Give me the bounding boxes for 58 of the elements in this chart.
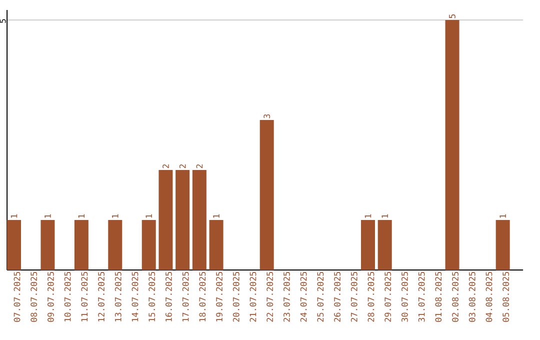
x-tick-label: 01.08.2025	[435, 272, 442, 322]
bar	[260, 120, 274, 270]
x-tick-label: 14.07.2025	[132, 272, 138, 322]
data-label: 5	[449, 14, 456, 18]
bar	[378, 220, 392, 270]
x-tick-label: 28.07.2025	[368, 272, 374, 322]
data-label: 2	[179, 164, 186, 168]
x-tick-label: 20.07.2025	[232, 272, 240, 322]
x-tick-label: 27.07.2025	[350, 272, 358, 322]
bar	[74, 220, 88, 270]
x-tick-label: 05.08.2025	[502, 272, 510, 322]
x-tick-label: 11.07.2025	[81, 272, 88, 322]
bar	[192, 170, 206, 270]
x-tick-label: 26.07.2025	[334, 272, 340, 322]
bar	[142, 220, 156, 270]
data-label: 1	[10, 214, 18, 218]
x-tick-label: 15.07.2025	[148, 272, 156, 322]
bar	[360, 220, 375, 270]
x-tick-label: 25.07.2025	[317, 272, 324, 322]
x-tick-label: 17.07.2025	[182, 272, 189, 322]
x-tick-label: 30.07.2025	[401, 272, 408, 322]
bar	[209, 220, 224, 270]
x-tick-label: 07.07.2025	[14, 272, 20, 322]
data-label: 1	[382, 214, 388, 218]
bar	[176, 170, 190, 270]
data-label: 1	[213, 214, 220, 218]
data-label: 1	[500, 214, 506, 218]
data-label: 1	[112, 214, 118, 218]
x-tick-label: 23.07.2025	[283, 272, 290, 322]
x-tick-label: 08.07.2025	[30, 272, 38, 322]
x-tick-label: 18.07.2025	[199, 272, 206, 322]
x-tick-label: 12.07.2025	[98, 272, 105, 322]
bar	[496, 220, 510, 270]
bar	[7, 220, 22, 270]
x-tick-label: 04.08.2025	[486, 272, 492, 322]
bar	[108, 220, 122, 270]
x-tick-label: 19.07.2025	[216, 272, 222, 322]
x-tick-label: 10.07.2025	[64, 272, 71, 322]
bar	[445, 20, 460, 270]
x-tick-label: 29.07.2025	[384, 272, 392, 322]
x-tick-label: 24.07.2025	[300, 272, 307, 322]
data-label: 1	[78, 214, 85, 218]
data-label: 3	[264, 114, 270, 118]
bar	[40, 220, 55, 270]
x-tick-label: 21.07.2025	[250, 272, 256, 322]
x-tick-label: 03.08.2025	[468, 272, 476, 322]
x-tick-label: 13.07.2025	[114, 272, 122, 322]
data-label: 2	[162, 164, 169, 168]
x-tick-label: 22.07.2025	[266, 272, 274, 322]
x-tick-label: 16.07.2025	[165, 272, 172, 322]
data-label: 1	[44, 214, 51, 218]
data-label: 1	[146, 214, 152, 218]
x-tick-label: 09.07.2025	[48, 272, 54, 322]
x-tick-label: 02.08.2025	[452, 272, 458, 322]
data-label: 1	[364, 214, 372, 218]
x-tick-label: 31.07.2025	[418, 272, 425, 322]
data-label: 2	[196, 164, 203, 168]
bar	[158, 170, 173, 270]
